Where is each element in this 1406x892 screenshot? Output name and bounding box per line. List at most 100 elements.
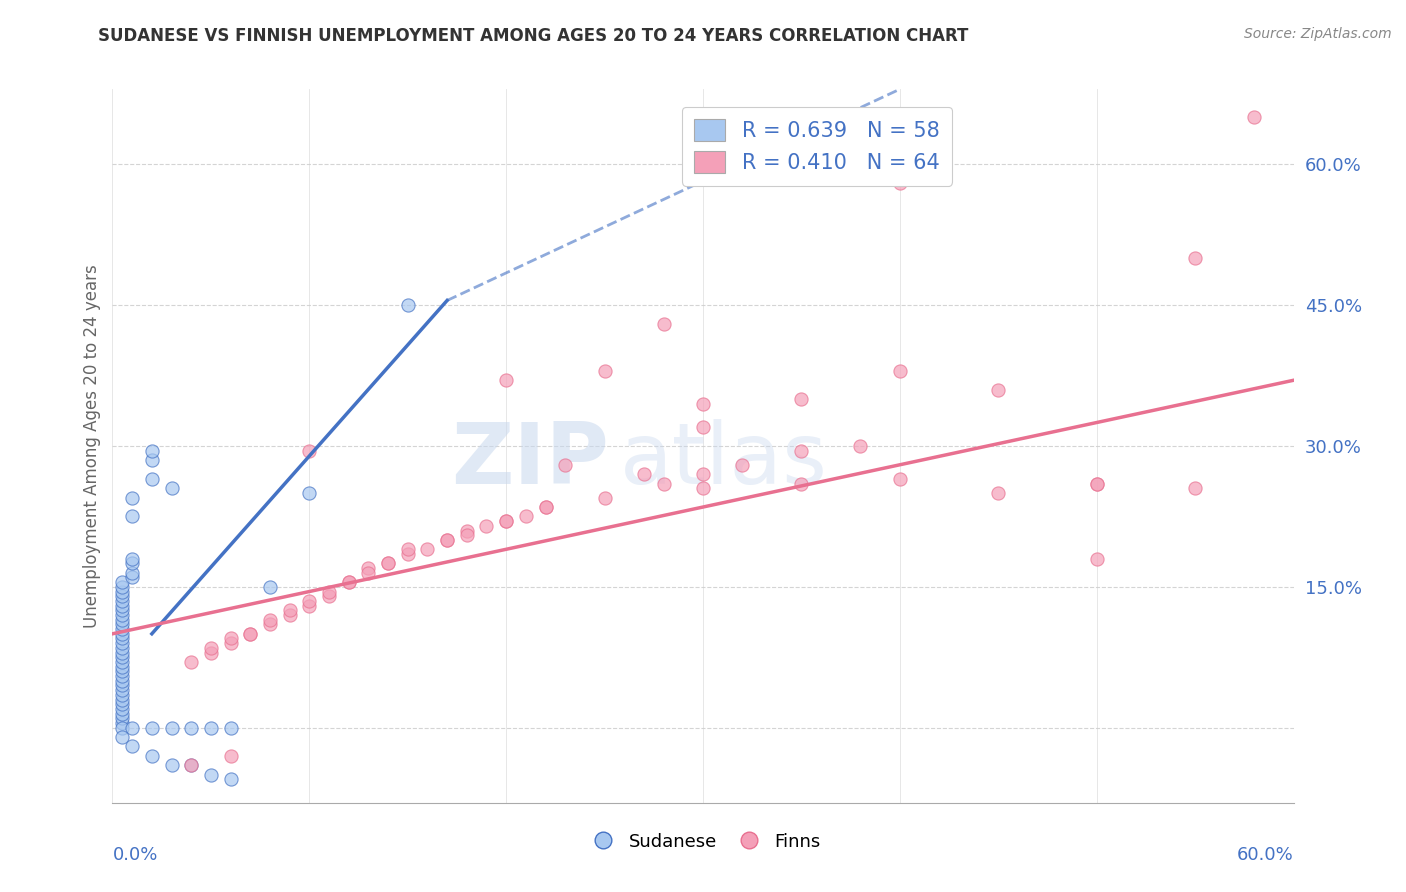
Point	[111, 603, 134, 617]
Point	[180, 721, 202, 735]
Point	[111, 584, 134, 599]
Point	[141, 721, 163, 735]
Point	[298, 594, 321, 608]
Point	[111, 697, 134, 711]
Point	[111, 706, 134, 721]
Point	[692, 420, 714, 434]
Point	[278, 603, 301, 617]
Point	[111, 627, 134, 641]
Point	[515, 509, 537, 524]
Point	[111, 692, 134, 706]
Point	[436, 533, 458, 547]
Point	[849, 439, 872, 453]
Point	[1085, 551, 1108, 566]
Point	[396, 298, 419, 312]
Point	[987, 486, 1010, 500]
Point	[554, 458, 576, 472]
Point	[111, 640, 134, 655]
Point	[111, 721, 134, 735]
Point	[180, 758, 202, 772]
Point	[790, 392, 813, 406]
Point	[111, 659, 134, 673]
Point	[987, 383, 1010, 397]
Point	[790, 476, 813, 491]
Point	[200, 640, 222, 655]
Point	[1184, 481, 1206, 495]
Point	[121, 557, 143, 571]
Point	[111, 711, 134, 725]
Point	[259, 613, 281, 627]
Legend: Sudanese, Finns: Sudanese, Finns	[578, 826, 828, 858]
Text: Source: ZipAtlas.com: Source: ZipAtlas.com	[1244, 27, 1392, 41]
Point	[111, 702, 134, 716]
Point	[298, 443, 321, 458]
Point	[475, 518, 498, 533]
Point	[219, 721, 242, 735]
Point	[259, 580, 281, 594]
Point	[141, 453, 163, 467]
Point	[160, 481, 183, 495]
Point	[298, 486, 321, 500]
Point	[239, 627, 262, 641]
Text: atlas: atlas	[620, 418, 828, 502]
Point	[416, 542, 439, 557]
Point	[200, 721, 222, 735]
Point	[318, 589, 340, 603]
Point	[318, 584, 340, 599]
Point	[396, 547, 419, 561]
Point	[111, 650, 134, 665]
Point	[141, 472, 163, 486]
Point	[111, 580, 134, 594]
Point	[1085, 476, 1108, 491]
Point	[278, 607, 301, 622]
Point	[495, 514, 517, 528]
Point	[436, 533, 458, 547]
Point	[889, 176, 911, 190]
Point	[180, 655, 202, 669]
Point	[731, 458, 754, 472]
Point	[357, 561, 380, 575]
Point	[692, 397, 714, 411]
Point	[111, 678, 134, 692]
Point	[534, 500, 557, 514]
Point	[111, 683, 134, 698]
Point	[534, 500, 557, 514]
Point	[239, 627, 262, 641]
Point	[111, 632, 134, 646]
Point	[111, 655, 134, 669]
Point	[111, 730, 134, 744]
Point	[219, 632, 242, 646]
Point	[121, 739, 143, 754]
Point	[111, 669, 134, 683]
Point	[357, 566, 380, 580]
Point	[141, 748, 163, 763]
Point	[337, 575, 360, 590]
Point	[889, 364, 911, 378]
Text: 0.0%: 0.0%	[112, 846, 157, 863]
Point	[1243, 111, 1265, 125]
Point	[180, 758, 202, 772]
Point	[456, 524, 478, 538]
Point	[377, 557, 399, 571]
Point	[790, 443, 813, 458]
Point	[121, 721, 143, 735]
Point	[259, 617, 281, 632]
Point	[111, 617, 134, 632]
Point	[219, 772, 242, 787]
Point	[495, 514, 517, 528]
Point	[121, 551, 143, 566]
Point	[111, 665, 134, 679]
Point	[160, 758, 183, 772]
Text: 60.0%: 60.0%	[1237, 846, 1294, 863]
Point	[121, 491, 143, 505]
Point	[219, 636, 242, 650]
Point	[219, 748, 242, 763]
Point	[111, 688, 134, 702]
Point	[593, 364, 616, 378]
Point	[111, 599, 134, 613]
Point	[111, 646, 134, 660]
Point	[692, 467, 714, 482]
Point	[160, 721, 183, 735]
Point	[111, 716, 134, 731]
Point	[111, 607, 134, 622]
